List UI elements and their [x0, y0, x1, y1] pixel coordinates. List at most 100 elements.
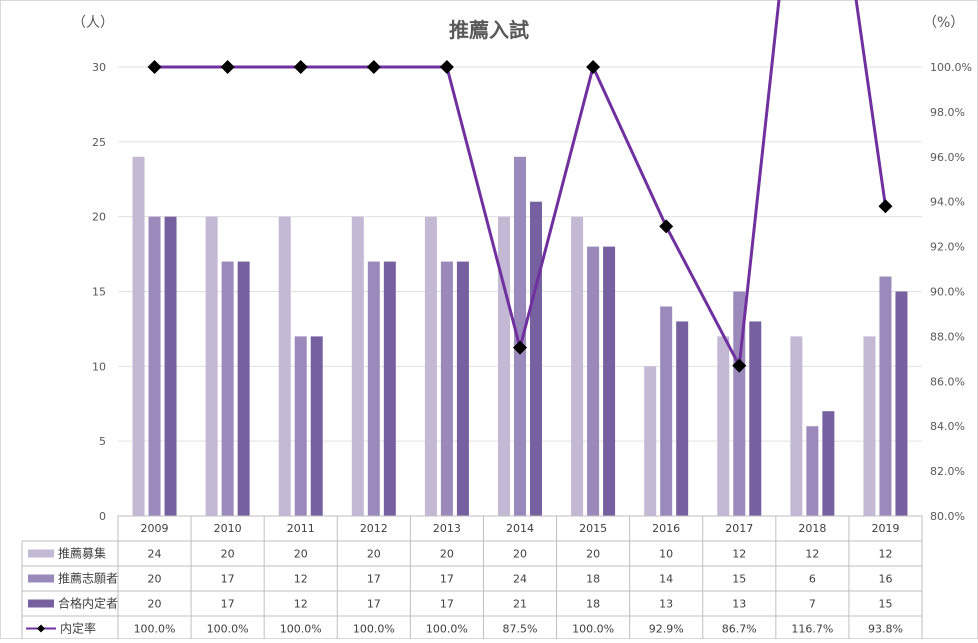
right-axis-tick-label: 92.0%: [930, 241, 965, 254]
table-cell: 16: [878, 573, 892, 586]
bar-3-2010: [237, 261, 250, 516]
legend-label: 推薦志願者: [58, 572, 118, 586]
bar-3-2019: [895, 291, 908, 516]
line-series: [147, 0, 893, 373]
bar-3-2011: [310, 336, 323, 516]
category-label: 2010: [214, 522, 242, 535]
bar-2-2010: [221, 261, 234, 516]
left-axis-tick-label: 25: [92, 136, 106, 149]
bar-2-2019: [879, 276, 892, 516]
table-cell: 21: [513, 598, 527, 611]
right-axis-tick-label: 80.0%: [930, 510, 965, 523]
rate-marker-2012: [366, 60, 381, 74]
rate-marker-2015: [586, 60, 601, 74]
left-axis-unit: （人）: [72, 15, 114, 31]
table-cell: 20: [221, 548, 235, 561]
left-axis-tick-label: 5: [99, 435, 106, 448]
bar-2-2011: [294, 336, 307, 516]
table-cell: 20: [148, 573, 162, 586]
bar-1-2013: [424, 216, 437, 516]
bar-3-2014: [530, 201, 542, 516]
table-cell: 100.0%: [353, 623, 395, 636]
right-axis-tick-label: 86.0%: [930, 375, 965, 388]
table-cell: 86.7%: [722, 623, 757, 636]
right-axis-tick-label: 100.0%: [930, 61, 972, 74]
bar-series: [132, 156, 908, 517]
table-cell: 20: [148, 598, 162, 611]
bar-1-2016: [644, 366, 657, 516]
table-cell: 17: [367, 573, 381, 586]
table-cell: 13: [659, 598, 673, 611]
legend-label: 合格内定者: [58, 596, 118, 611]
rate-marker-2019: [878, 199, 893, 214]
table-cell: 20: [294, 548, 308, 561]
table-cell: 12: [732, 548, 746, 561]
bar-3-2018: [822, 411, 835, 516]
bar-2-2018: [806, 426, 819, 516]
axes: 0 5 10 15 20 25 30 80.0% 82.0% 84.0% 86.0% 88.0% 90.…: [92, 61, 972, 523]
category-label: 2016: [652, 522, 680, 535]
bar-2-2016: [660, 306, 673, 516]
legend-swatch: [28, 549, 54, 558]
table-cell: 6: [809, 573, 816, 586]
legend-swatch: [28, 574, 54, 583]
category-label: 2014: [506, 522, 534, 535]
category-label: 2017: [725, 522, 753, 535]
table-cell: 18: [586, 598, 600, 611]
category-label: 2019: [871, 522, 899, 535]
bar-3-2015: [603, 246, 616, 516]
rate-marker-2016: [659, 219, 674, 234]
table-cell: 12: [294, 573, 308, 586]
bar-1-2011: [278, 216, 291, 516]
table-cell: 7: [809, 598, 816, 611]
bar-2-2015: [587, 246, 600, 516]
table-cell: 100.0%: [280, 623, 322, 636]
bar-2-2014: [514, 156, 526, 517]
left-axis-tick-label: 15: [92, 286, 106, 299]
bar-2-2012: [367, 261, 380, 516]
chart-title: 推薦入試: [449, 18, 529, 42]
rate-marker-2011: [293, 60, 308, 74]
left-axis-tick-label: 10: [92, 360, 106, 373]
bar-3-2017: [749, 321, 762, 516]
bar-1-2018: [790, 336, 803, 516]
left-axis-tick-label: 20: [92, 211, 106, 224]
table-cell: 87.5%: [503, 623, 538, 636]
left-axis-tick-label: 0: [99, 510, 106, 523]
right-axis-tick-label: 96.0%: [930, 151, 965, 164]
table-cell: 24: [513, 573, 527, 586]
right-axis-tick-label: 84.0%: [930, 420, 965, 433]
category-label: 2011: [287, 522, 315, 535]
table-cell: 100.0%: [572, 623, 614, 636]
bar-1-2014: [498, 216, 510, 516]
right-axis-unit: （%）: [923, 15, 964, 31]
table-cell: 12: [294, 598, 308, 611]
bar-3-2016: [676, 321, 689, 516]
rate-marker-2013: [439, 60, 454, 74]
right-axis-tick-label: 94.0%: [930, 196, 965, 209]
table-cell: 24: [148, 548, 162, 561]
table-cell: 14: [659, 573, 673, 586]
rate-marker-2009: [147, 60, 162, 74]
table-cell: 15: [732, 573, 746, 586]
table-cell: 20: [513, 548, 527, 561]
bar-3-2009: [164, 216, 177, 516]
table-cell: 20: [586, 548, 600, 561]
table-cell: 17: [221, 598, 235, 611]
rate-marker-2017: [732, 358, 747, 373]
data-table: 2009 2010 2011 2012 2013 2014 2015 2016 2017 2018…: [21, 515, 923, 642]
rate-marker-2010: [220, 60, 235, 74]
table-cell: 17: [221, 573, 235, 586]
category-label: 2009: [141, 522, 169, 535]
legend-label: 内定率: [60, 621, 96, 636]
table-cell: 18: [586, 573, 600, 586]
table-cell: 17: [440, 573, 454, 586]
bar-2-2013: [440, 261, 453, 516]
table-cell: 12: [805, 548, 819, 561]
right-axis-tick-label: 82.0%: [930, 465, 965, 478]
bar-1-2012: [351, 216, 364, 516]
table-cell: 15: [878, 598, 892, 611]
